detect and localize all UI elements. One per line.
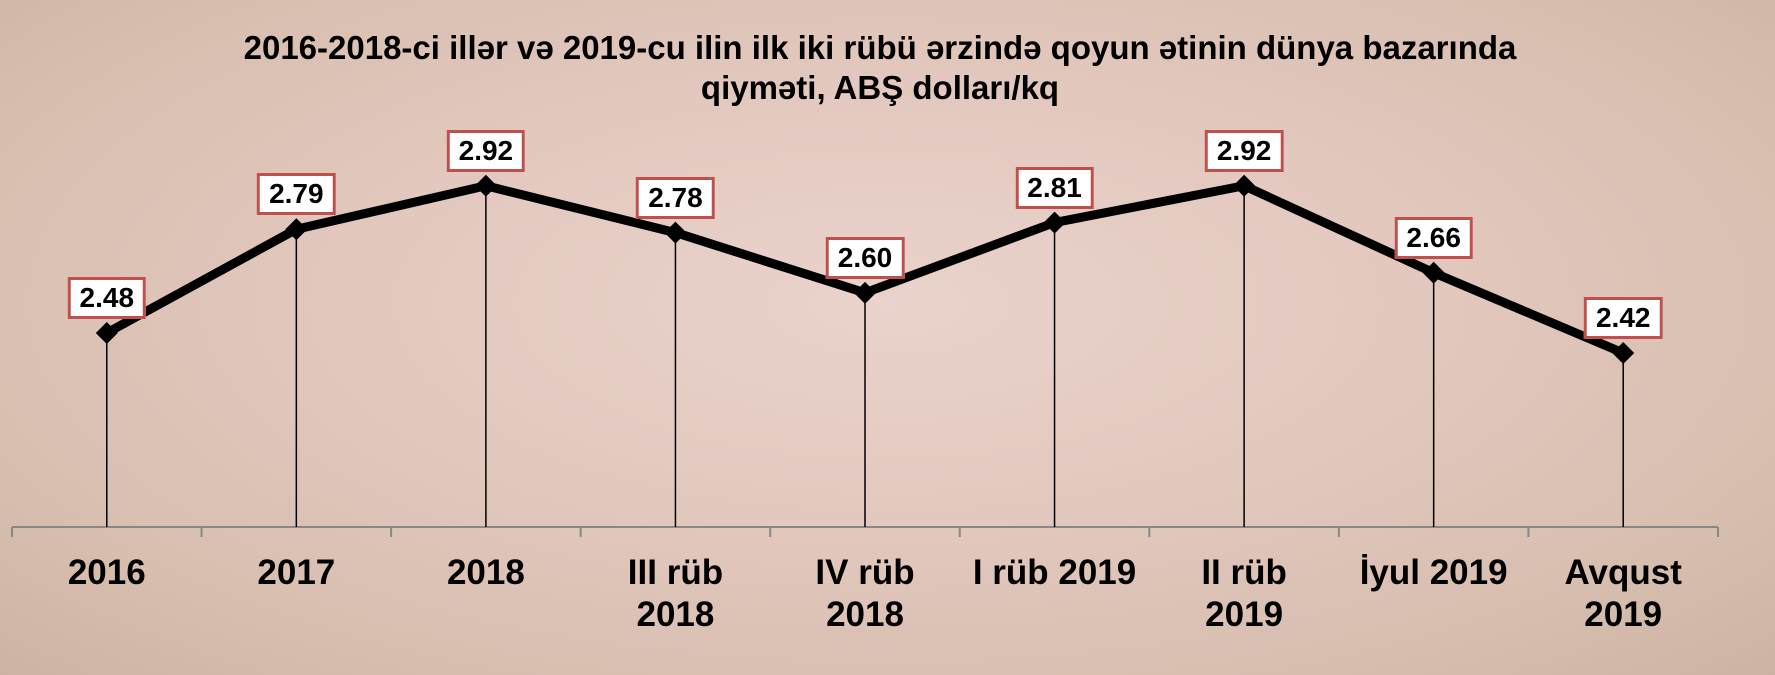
marker	[1422, 261, 1445, 284]
data-label: 2.81	[1015, 166, 1094, 209]
marker	[1233, 174, 1256, 197]
data-label: 2.42	[1583, 297, 1663, 340]
data-label: 2.66	[1394, 216, 1473, 259]
x-tick-label: Avqust 2019	[1564, 553, 1682, 634]
data-label: 2.60	[825, 236, 905, 279]
x-tick-label: I rüb 2019	[972, 553, 1137, 592]
data-label: 2.79	[257, 173, 336, 216]
marker	[854, 281, 876, 304]
x-tick-label: II rüb 2019	[1201, 553, 1287, 634]
x-tick-label: İyul 2019	[1359, 553, 1508, 592]
marker	[95, 321, 118, 344]
marker	[285, 218, 308, 241]
marker	[474, 174, 497, 197]
marker	[1612, 342, 1635, 365]
x-tick-label: III rüb 2018	[627, 553, 724, 634]
marker	[664, 221, 687, 244]
data-label: 2.48	[67, 276, 147, 319]
x-tick-label: IV rüb 2018	[815, 553, 915, 634]
chart-title: 2016-2018-ci illər və 2019-cu ilin ilk i…	[243, 29, 1517, 106]
data-label: 2.78	[636, 176, 715, 219]
marker	[1043, 211, 1066, 234]
data-label: 2.92	[1204, 129, 1284, 172]
x-tick-label: 2016	[67, 553, 146, 592]
x-tick-label: 2018	[446, 553, 525, 592]
data-label: 2.92	[446, 129, 526, 172]
x-tick-label: 2017	[257, 553, 336, 592]
